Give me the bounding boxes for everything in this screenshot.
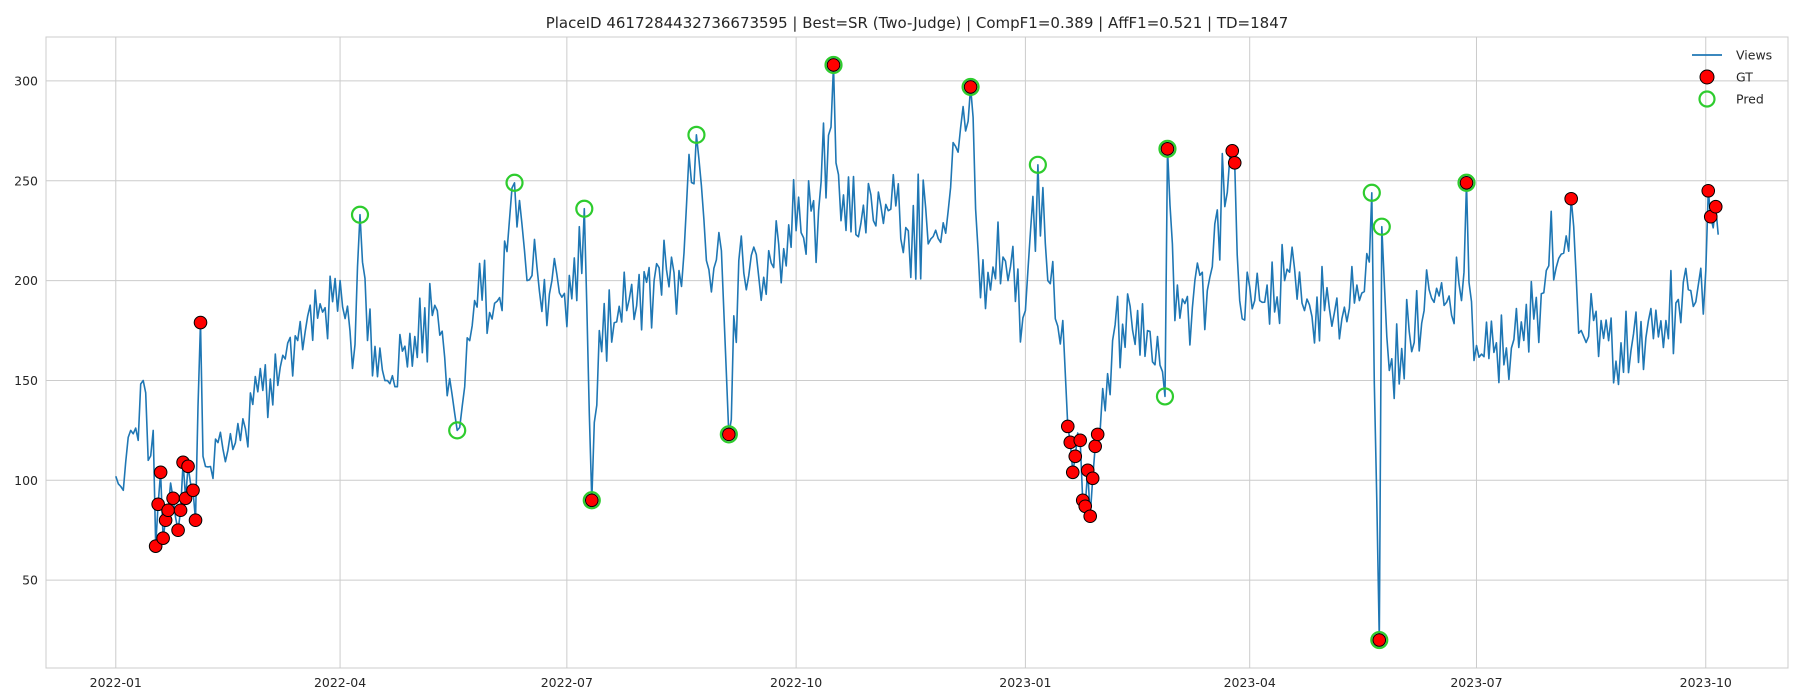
gt-marker (193, 315, 208, 330)
legend-gt-label: GT (1736, 70, 1753, 85)
gt-marker (1085, 471, 1100, 486)
gt-marker (1372, 633, 1387, 647)
views-line (115, 64, 1719, 641)
pred-marker (1028, 155, 1047, 174)
legend: Views GT Pred (1692, 48, 1772, 108)
gt-marker (1225, 144, 1240, 158)
gt-marker (151, 497, 165, 512)
gt-marker (1160, 142, 1175, 156)
gt-marker (826, 58, 841, 72)
legend-pred-label: Pred (1736, 92, 1764, 107)
pred-marker (824, 55, 843, 75)
gt-marker (1073, 433, 1088, 448)
pred-marker (575, 199, 594, 218)
gt-marker (161, 503, 175, 518)
legend-pred-swatch (1698, 90, 1716, 108)
chart-title: PlaceID 4617284432736673595 | Best=SR (T… (546, 14, 1289, 32)
gt-marker (1708, 199, 1723, 214)
gt-marker (173, 503, 188, 518)
gt-marker (156, 531, 170, 546)
gt-marker (1227, 156, 1242, 170)
x-axis: 2022-01 2022-04 2022-07 2022-10 2023-01 2023-… (90, 675, 1732, 690)
pred-marker (961, 77, 980, 97)
gt-marker (171, 523, 185, 538)
y-tick-label: 150 (14, 373, 38, 388)
y-tick-label: 200 (14, 273, 38, 288)
gt-marker (1701, 183, 1716, 198)
x-tick-label: 2023-01 (999, 675, 1051, 690)
plot-background (45, 36, 1789, 669)
x-tick-label: 2022-04 (314, 675, 366, 690)
gt-marker (188, 513, 203, 528)
pred-marker (687, 125, 706, 144)
pred-marker (719, 425, 738, 444)
pred-marker (505, 173, 524, 192)
gt-marker (181, 459, 195, 474)
legend-gt-swatch (1699, 69, 1715, 85)
gt-marker (722, 427, 736, 442)
x-tick-label: 2022-10 (770, 675, 822, 690)
gt-marker (963, 80, 978, 94)
pred-markers (350, 55, 1476, 650)
pred-marker (1362, 183, 1381, 202)
x-tick-label: 2022-01 (90, 675, 142, 690)
y-axis: 50 100 150 200 250 300 (14, 73, 38, 587)
gt-marker (1088, 439, 1102, 454)
pred-marker (1155, 387, 1175, 406)
gt-marker (1564, 191, 1578, 206)
grid (46, 37, 1788, 668)
x-tick-label: 2023-10 (1680, 675, 1732, 690)
pred-marker (1457, 173, 1476, 192)
gt-marker (166, 491, 180, 506)
legend-views-label: Views (1736, 48, 1772, 63)
pred-marker (1158, 139, 1177, 158)
gt-marker (1090, 427, 1105, 442)
x-tick-label: 2023-04 (1224, 675, 1276, 690)
y-tick-label: 300 (14, 73, 38, 88)
pred-marker (1372, 217, 1391, 236)
pred-marker (448, 421, 467, 440)
gt-marker (584, 493, 599, 508)
pred-marker (350, 205, 370, 224)
pred-marker (582, 491, 601, 510)
gt-marker (1083, 509, 1098, 524)
x-tick-label: 2023-07 (1450, 675, 1502, 690)
x-tick-label: 2022-07 (541, 675, 593, 690)
gt-marker (153, 465, 168, 480)
gt-marker (1060, 419, 1075, 434)
y-tick-label: 50 (22, 573, 38, 588)
gt-marker (186, 483, 200, 498)
y-tick-label: 100 (14, 473, 38, 488)
pred-marker (1370, 630, 1389, 650)
gt-marker (1068, 449, 1083, 464)
gt-marker (1065, 465, 1080, 480)
gt-markers (148, 58, 1723, 647)
gt-marker (1459, 175, 1474, 190)
y-tick-label: 250 (14, 173, 38, 188)
